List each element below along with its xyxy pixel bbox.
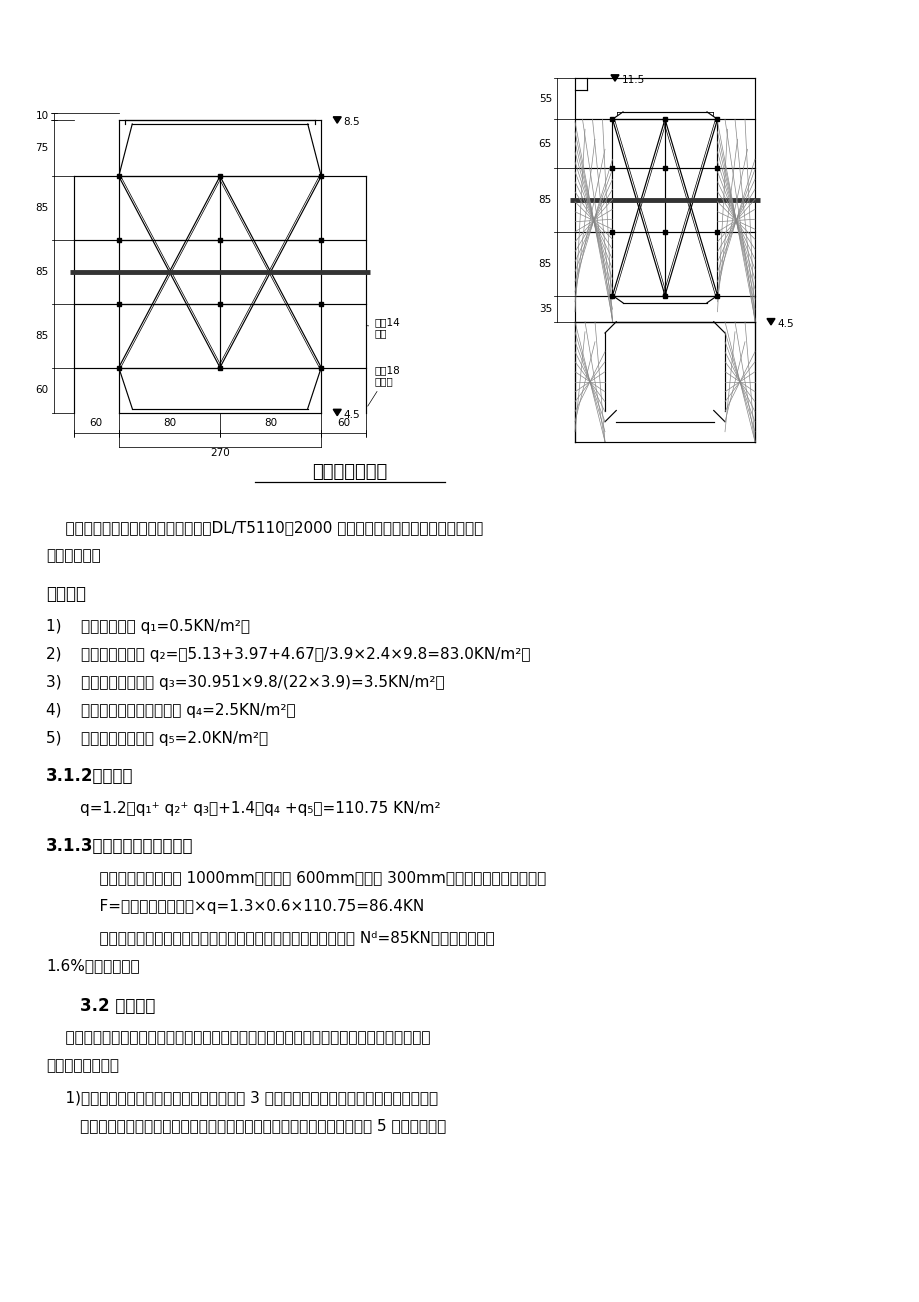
Text: 3.1.2荷载组合: 3.1.2荷载组合 bbox=[46, 767, 133, 785]
Polygon shape bbox=[333, 117, 341, 124]
Text: 80: 80 bbox=[163, 418, 176, 427]
Text: 8.5: 8.5 bbox=[343, 117, 359, 128]
Text: 60: 60 bbox=[36, 385, 49, 395]
Text: 1)    模板自身重力 q₁=0.5KN/m²；: 1) 模板自身重力 q₁=0.5KN/m²； bbox=[46, 618, 250, 634]
Text: 85: 85 bbox=[539, 259, 551, 268]
Text: 3.1.3承重支架承受荷载计算: 3.1.3承重支架承受荷载计算 bbox=[46, 836, 193, 854]
Text: 11.5: 11.5 bbox=[621, 76, 644, 85]
Text: 80: 80 bbox=[264, 418, 277, 427]
Text: 55: 55 bbox=[539, 94, 551, 104]
Text: 包裹；堆放时，钢筋与地面、钢筋捆与捆之间以木板隔开，且堆放不超过 5 层；环氧钢筋: 包裹；堆放时，钢筋与地面、钢筋捆与捆之间以木板隔开，且堆放不超过 5 层；环氧钢… bbox=[46, 1118, 446, 1134]
Text: 4.5: 4.5 bbox=[777, 319, 793, 328]
Text: 85: 85 bbox=[36, 331, 49, 341]
Text: 直径18
螺纹钢: 直径18 螺纹钢 bbox=[368, 365, 400, 406]
Text: 本工程由于处于咸水环境，为了满足工程耐久性的要求，受力主筋均采用环氧涂层钢筋，以: 本工程由于处于咸水环境，为了满足工程耐久性的要求，受力主筋均采用环氧涂层钢筋，以 bbox=[46, 1030, 430, 1046]
Text: 依据《水电水利工程模板施工规范》DL/T5110－2000 及有关计算手册，对胸墙底部承重支: 依据《水电水利工程模板施工规范》DL/T5110－2000 及有关计算手册，对胸… bbox=[46, 521, 482, 535]
Text: 60: 60 bbox=[337, 418, 350, 427]
Text: 1)环氧钢筋在施工现场仓库内贮存期控制在 3 个月内，贮存期间采用不透光的黑色塑料布: 1)环氧钢筋在施工现场仓库内贮存期控制在 3 个月内，贮存期间采用不透光的黑色塑… bbox=[46, 1091, 437, 1105]
Text: 3.2 钢筋施工: 3.2 钢筋施工 bbox=[80, 996, 155, 1014]
Text: 胸墙模板支撑图: 胸墙模板支撑图 bbox=[312, 462, 387, 480]
Text: 架计算如下：: 架计算如下： bbox=[46, 548, 101, 564]
Text: 2)    新浇筑砼的自重 q₂=（5.13+3.97+4.67）/3.9×2.4×9.8=83.0KN/m²；: 2) 新浇筑砼的自重 q₂=（5.13+3.97+4.67）/3.9×2.4×9… bbox=[46, 647, 530, 661]
Text: 1.6%，满足要求。: 1.6%，满足要求。 bbox=[46, 958, 140, 974]
Text: 35: 35 bbox=[539, 303, 551, 314]
Text: 85: 85 bbox=[539, 195, 551, 204]
Text: 85: 85 bbox=[36, 203, 49, 214]
Text: 65: 65 bbox=[539, 138, 551, 148]
Bar bbox=[574, 322, 605, 441]
Polygon shape bbox=[610, 74, 618, 81]
Text: 4)    施工人员及机具设备重力 q₄=2.5KN/m²；: 4) 施工人员及机具设备重力 q₄=2.5KN/m²； bbox=[46, 703, 295, 717]
Polygon shape bbox=[766, 319, 774, 326]
Text: 直径14
圆钢: 直径14 圆钢 bbox=[366, 316, 400, 339]
Text: 10: 10 bbox=[36, 111, 49, 121]
Text: 承重支架每榀门架宽 1000mm，跨距为 600mm，间距 300mm。则单榀门架承受的荷载: 承重支架每榀门架宽 1000mm，跨距为 600mm，间距 300mm。则单榀门… bbox=[80, 871, 546, 885]
Text: 270: 270 bbox=[210, 448, 230, 458]
Bar bbox=[574, 120, 612, 322]
Text: 3)    钢筋及预埋件自重 q₃=30.951×9.8/(22×3.9)=3.5KN/m²；: 3) 钢筋及预埋件自重 q₃=30.951×9.8/(22×3.9)=3.5KN… bbox=[46, 674, 444, 690]
Text: 75: 75 bbox=[36, 143, 49, 154]
Bar bbox=[717, 120, 754, 322]
Text: 提高其耐腐蚀性。: 提高其耐腐蚀性。 bbox=[46, 1059, 119, 1074]
Text: 5)    振捣砼产生的荷载 q₅=2.0KN/m²；: 5) 振捣砼产生的荷载 q₅=2.0KN/m²； bbox=[46, 730, 267, 746]
Text: 60: 60 bbox=[89, 418, 103, 427]
Polygon shape bbox=[333, 409, 341, 415]
Text: F=每榀门架受力面积×q=1.3×0.6×110.75=86.4KN: F=每榀门架受力面积×q=1.3×0.6×110.75=86.4KN bbox=[80, 898, 424, 914]
Text: 85: 85 bbox=[36, 267, 49, 277]
Text: 计算荷载: 计算荷载 bbox=[46, 585, 85, 603]
Text: q=1.2（q₁⁺ q₂⁺ q₃）+1.4（q₄ +q₅）=110.75 KN/m²: q=1.2（q₁⁺ q₂⁺ q₃）+1.4（q₄ +q₅）=110.75 KN/… bbox=[80, 801, 440, 815]
Bar bbox=[724, 322, 754, 441]
Text: 按承重支架生产厂家提供的技术资料，每榀门架的允许承载力为 Nᵈ=85KN，比计算荷载小: 按承重支架生产厂家提供的技术资料，每榀门架的允许承载力为 Nᵈ=85KN，比计算… bbox=[80, 931, 494, 945]
Text: 4.5: 4.5 bbox=[343, 410, 359, 419]
